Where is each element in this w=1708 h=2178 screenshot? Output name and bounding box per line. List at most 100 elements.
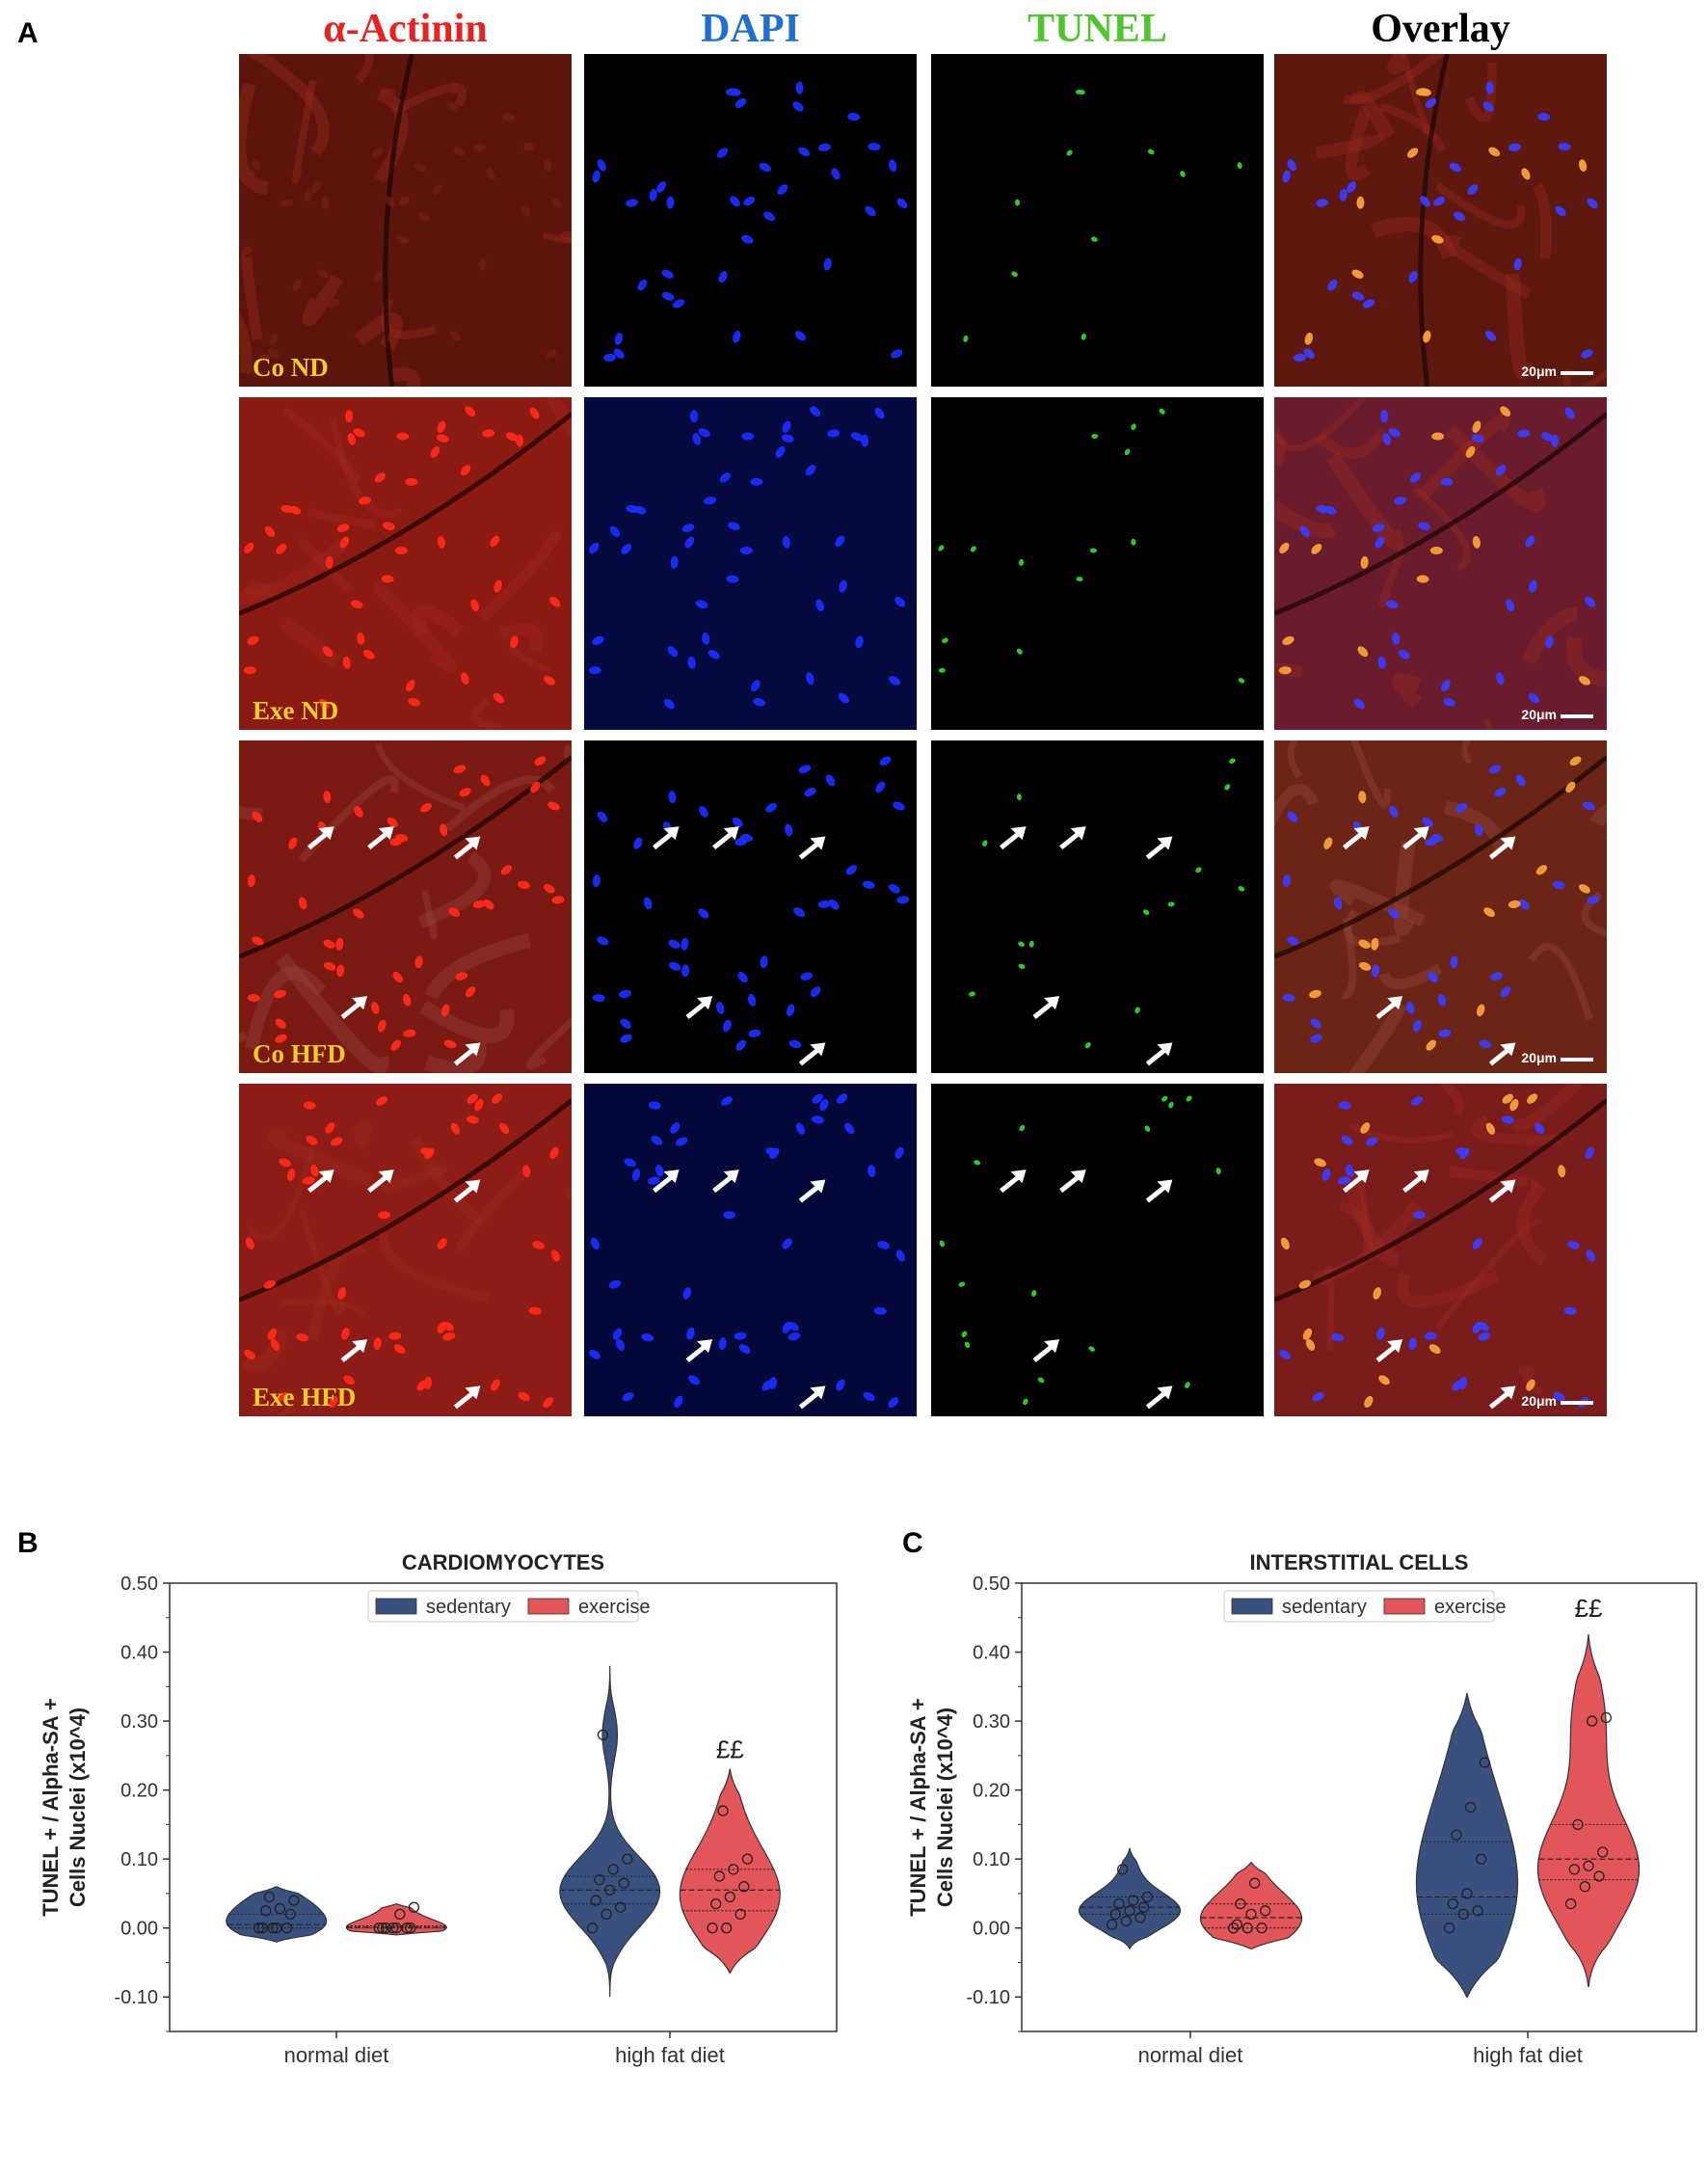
white-arrow-icon [1000, 826, 1027, 850]
legend-swatch [527, 1598, 570, 1615]
y-tick-label: 0.50 [973, 1573, 1010, 1595]
data-point [1457, 1908, 1469, 1921]
x-tick-label: normal diet [284, 2043, 389, 2067]
y-tick-label: 0.20 [973, 1781, 1010, 1802]
data-point [401, 1923, 413, 1934]
panel-a-letter: A [17, 17, 39, 49]
data-point [1443, 1923, 1455, 1934]
white-arrow-icon [1375, 996, 1403, 1020]
chart-interstitial-cells: INTERSTITIAL CELLS -0.10 0.00 0.10 0.20 0.30 0… [906, 1550, 1697, 2067]
data-point [1249, 1877, 1261, 1889]
data-point [1593, 1870, 1605, 1882]
data-point [724, 1891, 735, 1903]
data-point [597, 1729, 609, 1741]
white-arrow-icon [685, 996, 713, 1020]
legend-swatch [375, 1598, 417, 1615]
white-arrow-icon [307, 1170, 334, 1194]
white-arrow-icon [1488, 836, 1516, 860]
row-label: Exe ND [253, 696, 339, 725]
data-point [1587, 1715, 1598, 1727]
data-point [408, 1901, 420, 1913]
data-point [390, 1923, 402, 1934]
legend-label: exercise [1434, 1597, 1506, 1618]
x-tick-label: high fat diet [1473, 2043, 1583, 2067]
data-point [387, 1923, 399, 1934]
column-header-overlay: Overlay [1371, 7, 1510, 51]
legend-swatch [1231, 1598, 1273, 1615]
white-arrow-icon [1059, 826, 1086, 850]
white-arrow-icon [712, 1170, 739, 1194]
violin-body [345, 1903, 447, 1936]
data-point [1600, 1711, 1613, 1724]
y-tick-label: 0.30 [973, 1711, 1010, 1733]
y-tick-label: 0.40 [973, 1643, 1010, 1664]
white-arrow-icon [1488, 1385, 1516, 1410]
micrograph-tile-actinin: Co HFD [239, 740, 572, 1073]
white-arrow-icon [1059, 1170, 1086, 1194]
data-point [1447, 1898, 1458, 1910]
column-header-actinin: α-Actinin [323, 7, 488, 51]
significance-annotation: ££ [716, 1735, 744, 1764]
data-point [1568, 1864, 1580, 1875]
micrograph-tile-tunel [931, 397, 1264, 730]
violin-body [1536, 1634, 1641, 1988]
white-arrow-icon [653, 826, 680, 850]
micrograph-tile-dapi [584, 740, 917, 1073]
legend-box [1223, 1590, 1495, 1623]
white-arrow-icon [1343, 826, 1370, 850]
data-point [590, 1895, 601, 1906]
data-point [1583, 1860, 1594, 1871]
violin-body [559, 1665, 661, 1998]
panel-c-letter: C [902, 1527, 923, 1559]
y-tick-label: 0.30 [120, 1711, 158, 1733]
plot-frame [1021, 1582, 1697, 2032]
white-arrow-icon [307, 826, 334, 850]
violin-body [1199, 1862, 1303, 1949]
data-point [253, 1923, 265, 1934]
violin-body [1078, 1847, 1182, 1949]
data-point [586, 1923, 599, 1934]
data-point [267, 1923, 279, 1934]
row-label: Co HFD [253, 1039, 346, 1068]
y-tick-label: 0.00 [120, 1919, 158, 1940]
data-point [263, 1891, 276, 1903]
data-point [1465, 1801, 1477, 1814]
data-point [280, 1923, 293, 1934]
micrograph-tile-actinin: Co ND [239, 54, 572, 387]
white-arrow-icon [1145, 1179, 1173, 1203]
micrograph-tile-dapi [584, 1084, 917, 1416]
data-point [1120, 1915, 1132, 1927]
white-arrow-icon [712, 826, 739, 850]
scale-bar [1561, 714, 1593, 718]
data-point [1138, 1901, 1150, 1913]
data-point [618, 1877, 629, 1889]
white-arrow-icon [1032, 1339, 1060, 1363]
data-point [1106, 1919, 1118, 1930]
data-point [710, 1898, 722, 1910]
data-point [600, 1908, 612, 1921]
data-point [720, 1923, 733, 1934]
legend-label: sedentary [426, 1597, 511, 1618]
panel-b-letter: B [17, 1527, 39, 1559]
data-point [1564, 1898, 1577, 1910]
micrograph-tile-dapi [584, 54, 917, 387]
data-point [1461, 1888, 1473, 1899]
white-arrow-icon [1032, 996, 1060, 1020]
data-point [713, 1870, 726, 1882]
column-header-tunel: TUNEL [1027, 7, 1167, 51]
row-label: Co ND [253, 353, 329, 382]
data-point [377, 1923, 388, 1934]
data-point [394, 1908, 406, 1921]
significance-annotation: ££ [1575, 1594, 1603, 1623]
data-point [1579, 1881, 1590, 1893]
column-header-dapi: DAPI [701, 7, 800, 51]
data-point [1472, 1905, 1483, 1917]
data-point [717, 1805, 729, 1816]
white-arrow-icon [653, 1170, 680, 1194]
white-arrow-icon [453, 1179, 481, 1203]
data-point [284, 1908, 296, 1921]
white-arrow-icon [798, 1042, 826, 1066]
data-point [1245, 1908, 1257, 1921]
data-point [604, 1884, 616, 1896]
micrograph-tile-tunel [931, 1084, 1264, 1416]
